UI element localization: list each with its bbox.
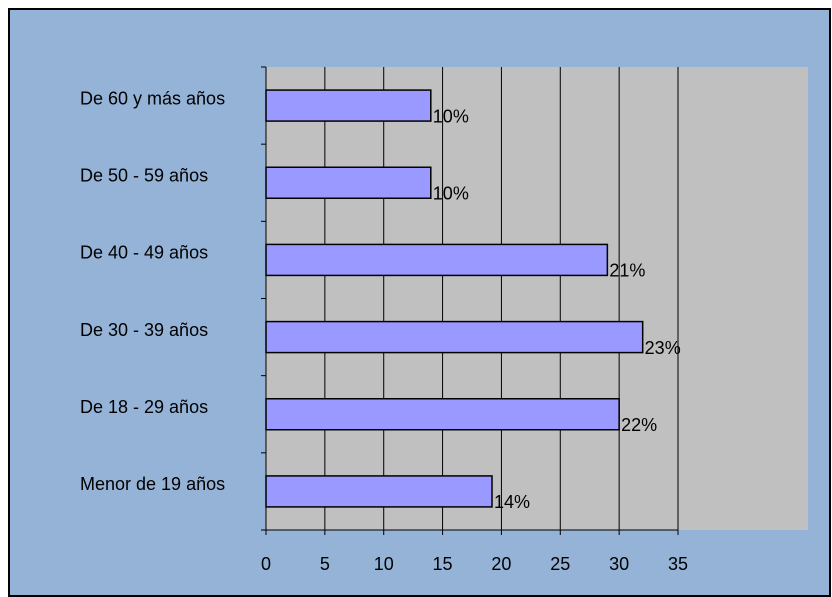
x-tick-label: 15 [433, 554, 453, 574]
data-label: 21% [609, 261, 645, 281]
data-label: 10% [433, 106, 469, 126]
data-label: 10% [433, 184, 469, 204]
bar [265, 475, 493, 508]
x-tick-label: 20 [491, 554, 511, 574]
y-tick-label: De 30 - 39 años [80, 320, 208, 340]
x-tick-label: 30 [609, 554, 629, 574]
x-tick-label: 10 [374, 554, 394, 574]
x-tick-label: 25 [550, 554, 570, 574]
y-tick-label: De 50 - 59 años [80, 166, 208, 186]
y-tick-label: De 40 - 49 años [80, 243, 208, 263]
plot-area [266, 67, 808, 530]
x-tick-label: 35 [668, 554, 688, 574]
bar [265, 166, 432, 199]
y-tick-label: De 18 - 29 años [80, 397, 208, 417]
y-tick-label: De 60 y más años [80, 88, 225, 108]
bar [265, 243, 609, 277]
x-tick-label: 5 [320, 554, 330, 574]
x-tick-label: 0 [261, 554, 271, 574]
bar [265, 320, 644, 354]
y-tick-label: Menor de 19 años [80, 474, 225, 494]
data-label: 22% [621, 415, 657, 435]
bar [265, 89, 432, 122]
data-label: 23% [645, 338, 681, 358]
data-label: 14% [494, 492, 530, 512]
bar [265, 398, 620, 431]
